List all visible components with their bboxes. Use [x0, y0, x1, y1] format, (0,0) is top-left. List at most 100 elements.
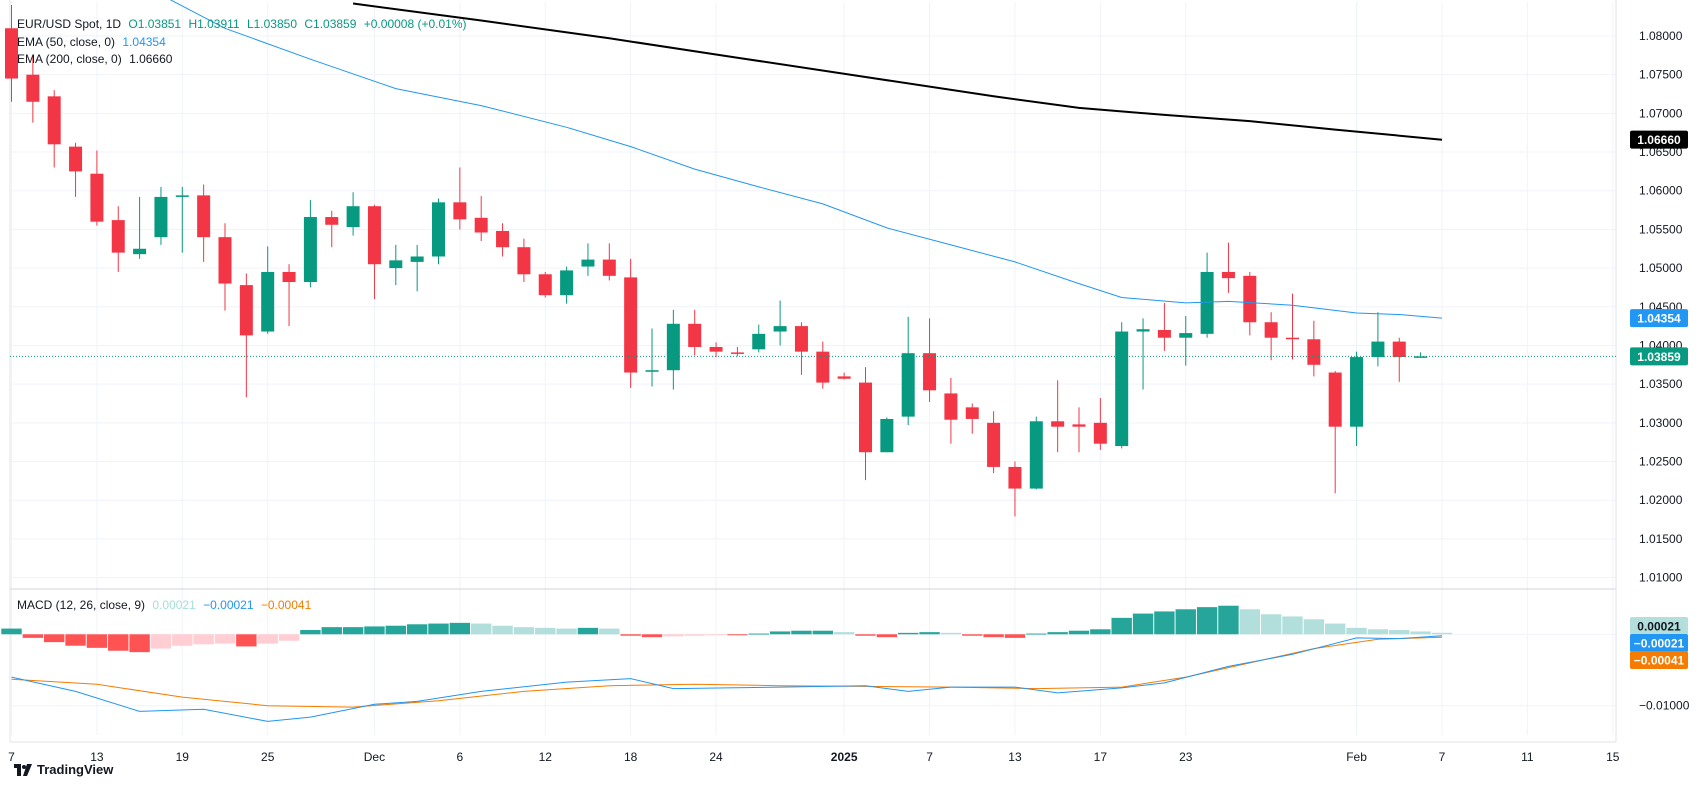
candle — [1200, 252, 1214, 338]
macd-signal-line — [11, 636, 1443, 708]
ema200-legend[interactable]: EMA (200, close, 0) 1.06660 — [17, 52, 176, 66]
candle-body — [1136, 329, 1150, 332]
candle-body — [624, 277, 638, 373]
macd-hist-bar — [556, 628, 577, 635]
price-tick-label: 1.02500 — [1639, 455, 1683, 469]
candle-body — [645, 370, 659, 372]
candle-body — [1179, 333, 1193, 338]
candle — [346, 192, 360, 236]
candle-body — [1115, 331, 1129, 447]
macd-hist-bar — [812, 630, 833, 635]
time-tick-label: 2025 — [831, 750, 858, 764]
macd-hist-bar — [962, 634, 983, 636]
candle — [666, 309, 680, 390]
macd-badge-macd: −0.00021 — [1630, 634, 1688, 652]
macd-hist-bar — [428, 623, 449, 635]
candle — [1392, 337, 1406, 382]
candle-body — [111, 220, 125, 253]
candle — [901, 316, 915, 426]
time-tick-label: 13 — [90, 750, 104, 764]
macd-hist-bar — [1132, 613, 1154, 635]
candle — [5, 5, 18, 102]
candle-body — [282, 271, 296, 283]
macd-hist-bar — [65, 634, 86, 646]
macd-hist-bar — [492, 625, 513, 635]
macd-hist-bar — [321, 627, 342, 635]
tradingview-brand[interactable]: TradingView — [14, 762, 113, 777]
candle-body — [923, 353, 937, 391]
macd-hist-bar — [1325, 623, 1346, 635]
candle — [1093, 398, 1107, 450]
ema50-legend[interactable]: EMA (50, close, 0) 1.04354 — [17, 35, 170, 49]
candle-body — [944, 393, 958, 420]
candle — [1115, 322, 1129, 449]
candle-body — [175, 195, 189, 197]
macd-hist-bar — [663, 634, 684, 637]
candle-body — [1371, 341, 1385, 358]
candle — [389, 244, 403, 286]
ohlc-high: H1.03911 — [188, 17, 240, 31]
candle — [496, 223, 510, 257]
candle-body — [752, 333, 766, 350]
macd-hist-bar — [1282, 616, 1303, 635]
time-tick-label: 13 — [1008, 750, 1022, 764]
macd-legend[interactable]: MACD (12, 26, close, 9) 0.00021 −0.00021… — [17, 598, 315, 612]
macd-hist-bar — [983, 634, 1004, 638]
candle-body — [517, 247, 531, 275]
candle — [432, 198, 445, 265]
macd-hist-bar — [150, 634, 172, 649]
macd-badge-hist-label: 0.00021 — [1637, 620, 1681, 634]
candle-body — [730, 352, 744, 354]
candle — [688, 309, 702, 356]
candle-body — [816, 351, 830, 383]
macd-hist-bar — [769, 631, 791, 635]
candle-body — [1350, 357, 1364, 427]
candle-body — [1286, 337, 1299, 340]
candle-body — [325, 217, 339, 225]
candle-body — [1029, 421, 1043, 489]
grid-lines — [9, 0, 1617, 743]
candle-body — [239, 285, 253, 336]
candle — [837, 372, 851, 380]
candle — [880, 417, 894, 453]
candle-body — [1264, 322, 1278, 338]
candle-body — [197, 195, 211, 238]
macd-hist-bar — [1389, 630, 1410, 635]
candle-body — [1328, 372, 1342, 427]
time-tick-label: 18 — [624, 750, 638, 764]
macd-hist-bar — [1367, 629, 1389, 635]
time-tick-label: 6 — [457, 750, 464, 764]
symbol-label[interactable]: EUR/USD Spot, 1D — [17, 17, 122, 31]
candle — [1307, 320, 1321, 377]
macd-hist-bar — [471, 623, 492, 635]
candle — [1371, 312, 1385, 367]
candle — [1221, 242, 1235, 293]
macd-hist-bar — [300, 630, 321, 635]
macd-badge-hist-bg — [1630, 617, 1688, 635]
candle — [175, 186, 189, 253]
candle — [261, 246, 275, 334]
candle-body — [1307, 339, 1321, 365]
candle-body — [1414, 356, 1428, 358]
candle — [133, 196, 147, 259]
macd-hist-bar — [1239, 609, 1260, 635]
price-tick-label: 1.01000 — [1639, 571, 1683, 585]
candle — [1136, 318, 1150, 390]
price-tick-label: 1.01500 — [1639, 532, 1683, 546]
macd-badge-hist: 0.00021 — [1630, 617, 1688, 635]
price-badge-ema200-label: 1.06660 — [1637, 133, 1681, 147]
macd-hist-bar — [86, 634, 108, 648]
ema200-value: 1.06660 — [129, 52, 173, 66]
macd-hist-bar — [1175, 609, 1196, 635]
macd-hist-bar — [449, 622, 471, 635]
candle-body — [1157, 329, 1171, 338]
candle-body — [666, 323, 680, 371]
candle — [1051, 380, 1065, 453]
candle — [1328, 370, 1342, 494]
macd-badge-signal-bg — [1630, 651, 1688, 669]
candle — [794, 322, 808, 375]
time-tick-label: 7 — [8, 750, 15, 764]
candle — [69, 142, 83, 197]
candle-body — [1093, 422, 1107, 444]
